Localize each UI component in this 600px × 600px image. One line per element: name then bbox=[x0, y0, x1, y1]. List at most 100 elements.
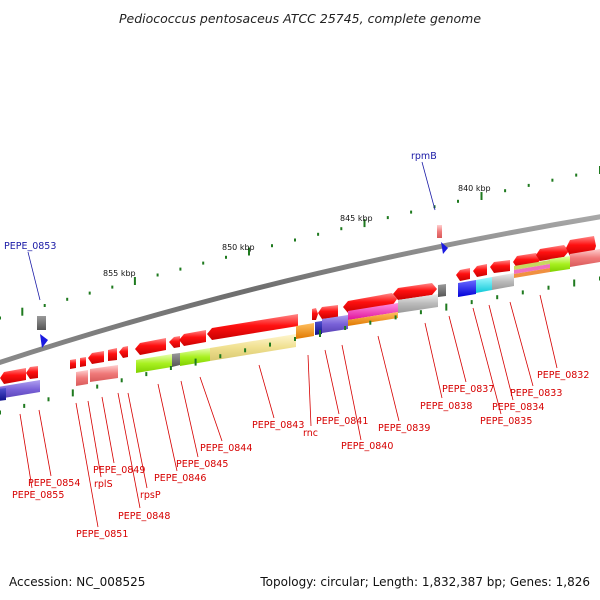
scale-dot bbox=[294, 238, 296, 242]
scale-minor-tick bbox=[394, 315, 397, 320]
gene-label-pepe-0848: PEPE_0848 bbox=[118, 511, 170, 522]
cog-block bbox=[0, 380, 40, 399]
gene-red bbox=[536, 245, 569, 261]
cog-block bbox=[180, 348, 210, 366]
scale-dot bbox=[271, 244, 273, 248]
cog-block bbox=[398, 294, 438, 313]
scale-dot bbox=[551, 178, 554, 182]
scale-label-850: 850 kbp bbox=[222, 243, 255, 252]
cog-block bbox=[492, 273, 514, 290]
gene-label-pepe-0853: PEPE_0853 bbox=[4, 241, 56, 252]
scale-major-tick bbox=[133, 277, 136, 285]
gene-label-rpls: rplS bbox=[94, 479, 113, 490]
accession-text: Accession: NC_008525 bbox=[9, 575, 145, 589]
scale-dot bbox=[410, 210, 413, 214]
gene-dark bbox=[438, 284, 446, 297]
gene-blue-arrow bbox=[441, 242, 448, 254]
gene-red bbox=[312, 308, 318, 320]
leader-line bbox=[180, 380, 199, 458]
gene-red bbox=[318, 305, 338, 319]
cog-block bbox=[348, 303, 398, 320]
leader-line bbox=[509, 301, 534, 387]
scale-major-tick bbox=[71, 389, 74, 397]
scale-dot bbox=[340, 227, 343, 231]
gene-red bbox=[80, 357, 86, 367]
scale-dot bbox=[111, 285, 114, 289]
gene-label-pepe-0839: PEPE_0839 bbox=[378, 423, 430, 434]
gene-pink bbox=[437, 225, 442, 238]
scale-dot bbox=[225, 255, 227, 259]
gene-label-pepe-0833: PEPE_0833 bbox=[510, 388, 562, 399]
scale-dot bbox=[504, 189, 507, 193]
gene-red bbox=[473, 264, 487, 277]
leader-line bbox=[127, 392, 148, 489]
scale-dot bbox=[0, 316, 1, 320]
scale-minor-tick bbox=[294, 337, 296, 341]
gene-label-pepe-0844: PEPE_0844 bbox=[200, 443, 252, 454]
gene-red bbox=[135, 338, 166, 355]
scale-major-tick bbox=[363, 219, 366, 228]
leader-line bbox=[199, 376, 223, 442]
scale-label-845: 845 kbp bbox=[340, 214, 373, 223]
scale-minor-tick bbox=[521, 290, 524, 295]
gene-label-rpmb: rpmB bbox=[411, 151, 437, 162]
gene-red bbox=[179, 330, 206, 346]
scale-minor-tick bbox=[496, 295, 499, 300]
gene-label-pepe-0837: PEPE_0837 bbox=[442, 384, 494, 395]
scale-dot bbox=[202, 261, 205, 265]
cog-block bbox=[0, 388, 6, 401]
leader-line bbox=[488, 304, 514, 401]
gene-label-pepe-0834: PEPE_0834 bbox=[492, 402, 544, 413]
leader-line bbox=[448, 315, 467, 383]
gene-red bbox=[207, 314, 298, 340]
scale-dot bbox=[43, 304, 46, 307]
gene-label-rpsp: rpsP bbox=[140, 490, 161, 501]
scale-dot bbox=[179, 267, 182, 271]
scale-major-tick bbox=[248, 247, 250, 256]
leader-line bbox=[377, 335, 400, 422]
scale-minor-tick bbox=[145, 372, 148, 377]
cog-block bbox=[458, 280, 476, 297]
scale-dot bbox=[88, 291, 91, 295]
scale-minor-tick bbox=[23, 403, 26, 408]
gene-red bbox=[343, 293, 397, 313]
leader-line bbox=[38, 409, 52, 477]
gene-red bbox=[108, 348, 117, 361]
scale-dot bbox=[527, 183, 530, 187]
scale-minor-tick bbox=[470, 300, 473, 305]
leader-line bbox=[87, 400, 102, 478]
forward-strand-genes bbox=[37, 225, 448, 348]
label-leader-lines bbox=[19, 161, 558, 528]
leader-line bbox=[472, 307, 502, 415]
gene-label-pepe-0838: PEPE_0838 bbox=[420, 401, 472, 412]
scale-minor-tick bbox=[47, 397, 50, 402]
gene-label-rnc: rnc bbox=[303, 428, 318, 439]
cog-block bbox=[348, 312, 398, 326]
leader-line bbox=[27, 251, 41, 301]
genome-backbone bbox=[0, 214, 600, 365]
gene-red bbox=[70, 359, 76, 369]
scale-minor-tick bbox=[269, 342, 271, 347]
gene-red bbox=[169, 336, 180, 348]
scale-minor-tick bbox=[169, 366, 172, 370]
scale-minor-tick bbox=[419, 310, 422, 315]
scale-dot bbox=[66, 297, 69, 301]
gene-dark bbox=[37, 316, 46, 330]
reverse-strand-genes bbox=[0, 236, 596, 384]
leader-line bbox=[75, 402, 99, 528]
scale-major-tick bbox=[480, 192, 483, 200]
cog-block bbox=[514, 264, 550, 274]
leader-line bbox=[421, 161, 436, 211]
scale-dots bbox=[0, 166, 600, 320]
cog-block bbox=[76, 370, 88, 386]
cog-block bbox=[136, 354, 172, 373]
scale-dot bbox=[317, 232, 320, 236]
cog-block bbox=[476, 277, 492, 293]
cog-block bbox=[172, 353, 180, 367]
scale-dot bbox=[457, 199, 459, 203]
leader-line bbox=[101, 396, 115, 464]
cog-block bbox=[514, 260, 550, 270]
scale-minor-tick bbox=[96, 384, 99, 389]
leader-line bbox=[258, 364, 275, 419]
